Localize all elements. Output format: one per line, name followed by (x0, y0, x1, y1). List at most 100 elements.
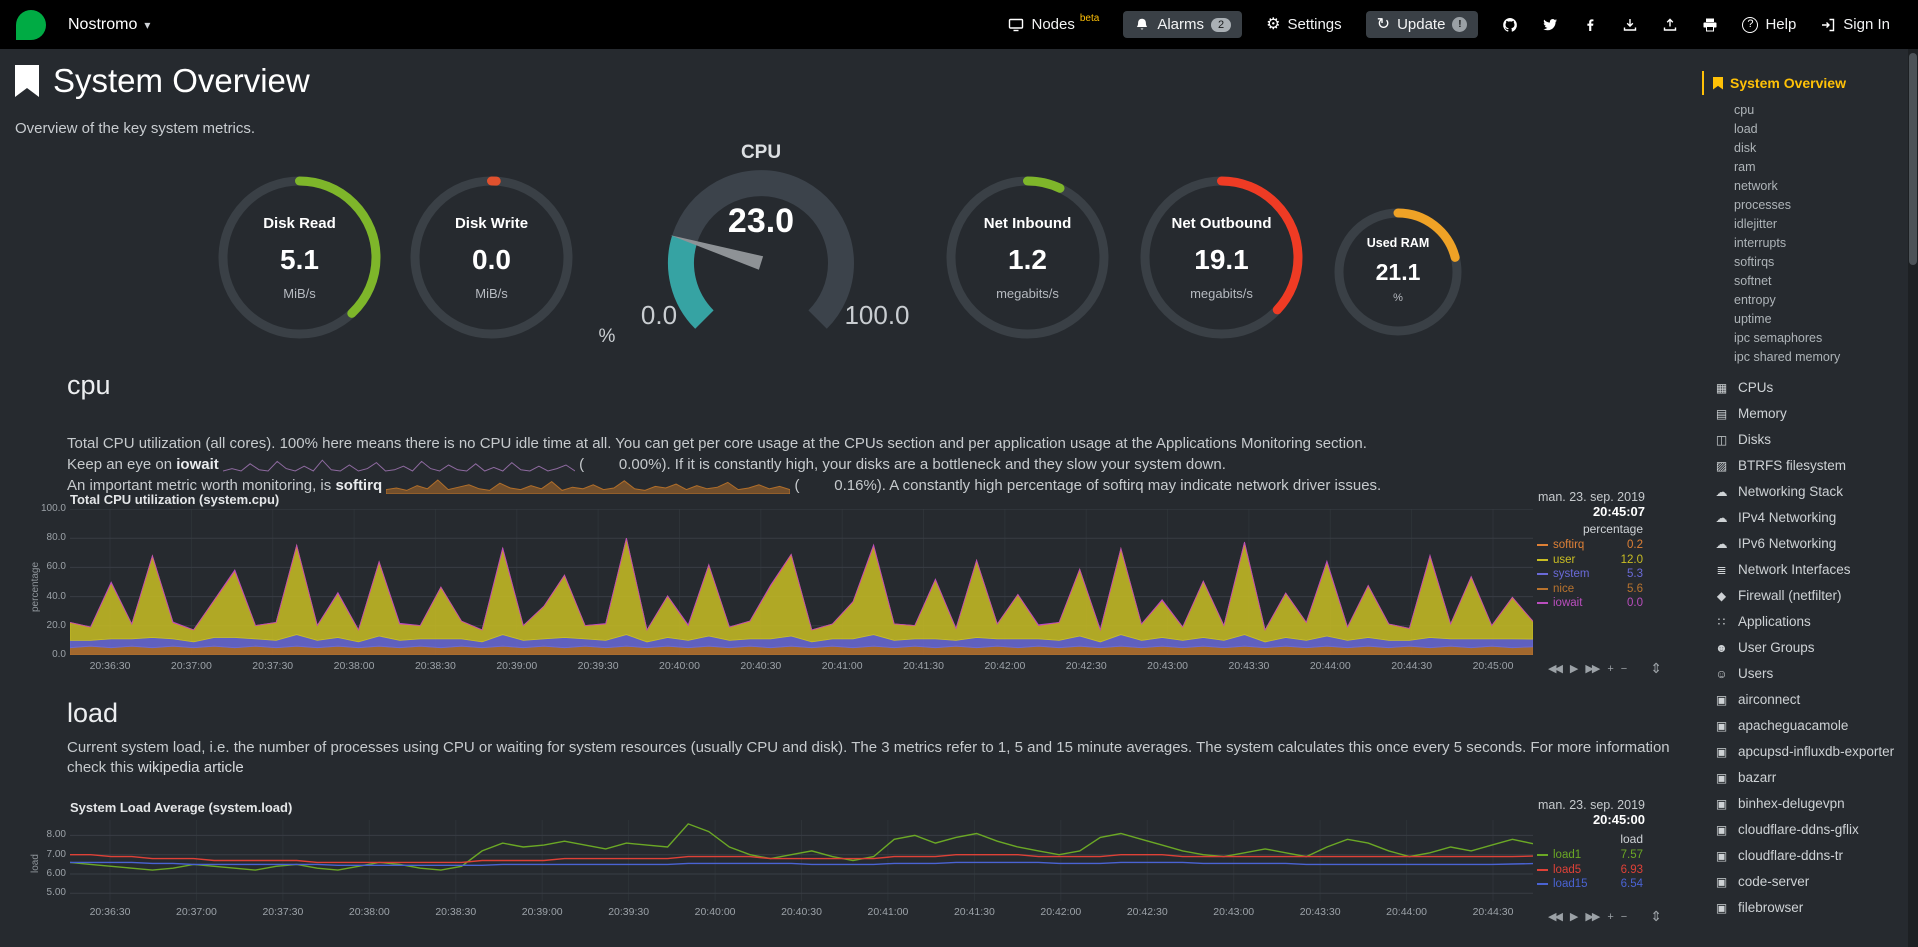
legend-item-system[interactable]: system 5.3 (1537, 567, 1643, 582)
zoom-in-icon[interactable]: + (1607, 662, 1614, 675)
sidebar-item-btrfs-filesystem[interactable]: ▨ BTRFS filesystem (1713, 453, 1908, 479)
gauge-disk-read[interactable]: Disk Read 5.1 MiB/s (217, 175, 382, 340)
sidebar-item-user-groups[interactable]: ☻ User Groups (1713, 635, 1908, 661)
gauge-disk-write[interactable]: Disk Write 0.0 MiB/s (409, 175, 574, 340)
topbar-item-settings[interactable]: ⚙ Settings (1266, 16, 1342, 33)
sidebar-item-processes[interactable]: processes (1734, 198, 1791, 212)
topbar-item-signin[interactable]: Sign In (1820, 16, 1890, 33)
wikipedia-article-link[interactable]: wikipedia article (137, 759, 244, 776)
sidebar-item-users[interactable]: ☺ Users (1713, 661, 1908, 687)
sidebar-item-cloudflare-ddns-tr[interactable]: ▣ cloudflare-ddns-tr (1713, 843, 1908, 869)
sidebar-item-label: binhex-delugevpn (1738, 796, 1845, 811)
sidebar-item-memory[interactable]: ▤ Memory (1713, 401, 1908, 427)
sidebar-item-idlejitter[interactable]: idlejitter (1734, 217, 1778, 231)
pan-backward-icon[interactable]: ◀◀ (1548, 911, 1563, 923)
x-tick-label: 20:37:00 (170, 660, 212, 672)
sidebar-item-cpus[interactable]: ▦ CPUs (1713, 375, 1908, 401)
topbar-label: Alarms (1157, 16, 1204, 33)
sidebar-item-ipc-shared-memory[interactable]: ipc shared memory (1734, 350, 1841, 364)
sidebar-item-disks[interactable]: ◫ Disks (1713, 427, 1908, 453)
scrollbar[interactable] (1908, 49, 1918, 947)
sidebar-item-ipc-semaphores[interactable]: ipc semaphores (1734, 331, 1823, 345)
sidebar-item-disk[interactable]: disk (1734, 141, 1757, 155)
gauge-used-ram[interactable]: Used RAM 21.1 % (1333, 207, 1463, 337)
legend-item-nice[interactable]: nice 5.6 (1537, 582, 1643, 597)
legend-item-softirq[interactable]: softirq 0.2 (1537, 538, 1643, 553)
sidebar-item-binhex-delugevpn[interactable]: ▣ binhex-delugevpn (1713, 791, 1908, 817)
sidebar-item-apacheguacamole[interactable]: ▣ apacheguacamole (1713, 713, 1908, 739)
sidebar-item-code-server[interactable]: ▣ code-server (1713, 869, 1908, 895)
pan-backward-icon[interactable]: ◀◀ (1548, 663, 1563, 675)
topbar-item-twitter[interactable] (1542, 17, 1558, 33)
topbar-item-print[interactable] (1702, 17, 1718, 33)
sidebar-item-interrupts[interactable]: interrupts (1734, 236, 1787, 250)
sidebar-item-ipv4-networking[interactable]: ☁ IPv4 Networking (1713, 505, 1908, 531)
topbar-item-upload[interactable] (1662, 17, 1678, 33)
sidebar-item-apcupsd-influxdb-exporter[interactable]: ▣ apcupsd-influxdb-exporter (1713, 739, 1908, 765)
pan-play-icon[interactable]: ▶ (1569, 911, 1579, 923)
iowait-sparkline-chart[interactable] (222, 457, 576, 473)
sidebar-item-network-interfaces[interactable]: ≣ Network Interfaces (1713, 557, 1908, 583)
topbar-item-facebook[interactable] (1582, 17, 1598, 33)
cpu-desc-3-pre: An important metric worth monitoring, is (67, 477, 336, 494)
scrollbar-thumb[interactable] (1909, 53, 1917, 265)
memory-icon: ▤ (1715, 407, 1728, 421)
gauge-net-outbound[interactable]: Net Outbound 19.1 megabits/s (1139, 175, 1304, 340)
x-tick-label: 20:40:30 (740, 660, 782, 672)
sidebar-item-bazarr[interactable]: ▣ bazarr (1713, 765, 1908, 791)
sidebar-item-firewall-netfilter[interactable]: ◆ Firewall (netfilter) (1713, 583, 1908, 609)
netdata-logo-icon[interactable] (16, 9, 46, 40)
sidebar-item-softirqs[interactable]: softirqs (1734, 255, 1775, 269)
gauge-net-inbound[interactable]: Net Inbound 1.2 megabits/s (945, 175, 1110, 340)
resize-handle-icon[interactable]: ⇕ (1650, 660, 1662, 676)
topbar-item-alarms[interactable]: Alarms 2 (1123, 11, 1243, 38)
sidebar-item-load[interactable]: load (1734, 122, 1758, 136)
topbar-item-help[interactable]: ? Help (1742, 16, 1796, 33)
sidebar-item-entropy[interactable]: entropy (1734, 293, 1776, 307)
zoom-in-icon[interactable]: + (1607, 910, 1614, 923)
cpu-chart-plot[interactable] (70, 509, 1533, 655)
sidebar-item-cloudflare-ddns-gflix[interactable]: ▣ cloudflare-ddns-gflix (1713, 817, 1908, 843)
sidebar-item-filebrowser[interactable]: ▣ filebrowser (1713, 895, 1908, 921)
legend-item-load5[interactable]: load5 6.93 (1537, 863, 1643, 878)
x-tick-label: 20:39:30 (608, 906, 650, 918)
chart-title: System Load Average (system.load) (70, 800, 293, 815)
pan-play-icon[interactable]: ▶ (1569, 663, 1579, 675)
sidebar-item-cpu[interactable]: cpu (1734, 103, 1755, 117)
topbar-label: Update (1397, 16, 1446, 33)
zoom-out-icon[interactable]: − (1620, 662, 1628, 675)
chart-timestamp: man. 23. sep. 2019 20:45:07 (1537, 490, 1645, 519)
pan-forward-icon[interactable]: ▶▶ (1585, 663, 1600, 675)
sidebar-item-ipv6-networking[interactable]: ☁ IPv6 Networking (1713, 531, 1908, 557)
sidebar-item-airconnect[interactable]: ▣ airconnect (1713, 687, 1908, 713)
topbar-item-update[interactable]: ↻ Update! (1365, 11, 1479, 38)
sidebar-item-softnet[interactable]: softnet (1734, 274, 1772, 288)
legend-item-load15[interactable]: load15 6.54 (1537, 877, 1643, 892)
folder-icon: ▨ (1715, 459, 1728, 473)
legend-name: load1 (1553, 849, 1582, 862)
topbar-item-nodes[interactable]: Nodes beta (1008, 13, 1099, 33)
legend-item-iowait[interactable]: iowait 0.0 (1537, 596, 1643, 611)
topbar-item-github[interactable] (1502, 17, 1518, 33)
sidebar-item-uptime[interactable]: uptime (1734, 312, 1772, 326)
hostname-dropdown[interactable]: Nostromo ▾ (68, 16, 150, 34)
legend-item-user[interactable]: user 12.0 (1537, 553, 1643, 568)
load-chart-plot[interactable] (70, 820, 1533, 901)
gauge-title: Net Inbound (983, 214, 1072, 232)
x-tick-label: 20:38:00 (333, 660, 375, 672)
softirq-sparkline-chart[interactable] (385, 478, 791, 495)
sidebar-item-applications[interactable]: ∷ Applications (1713, 609, 1908, 635)
gauge-cpu[interactable]: CPU 23.0 0.0 100.0 % (599, 140, 910, 350)
topbar-item-download[interactable] (1622, 17, 1638, 33)
pan-forward-icon[interactable]: ▶▶ (1585, 911, 1600, 923)
page-subtitle: Overview of the key system metrics. (15, 120, 256, 137)
sidebar-item-networking-stack[interactable]: ☁ Networking Stack (1713, 479, 1908, 505)
sidebar-item-system-overview[interactable]: System Overview (1702, 71, 1908, 95)
legend-swatch (1537, 854, 1548, 857)
sidebar-item-network[interactable]: network (1734, 179, 1778, 193)
resize-handle-icon[interactable]: ⇕ (1650, 908, 1662, 924)
legend-item-load1[interactable]: load1 7.57 (1537, 848, 1643, 863)
x-tick-label: 20:44:00 (1386, 906, 1427, 918)
zoom-out-icon[interactable]: − (1620, 910, 1628, 923)
sidebar-item-ram[interactable]: ram (1734, 160, 1756, 174)
